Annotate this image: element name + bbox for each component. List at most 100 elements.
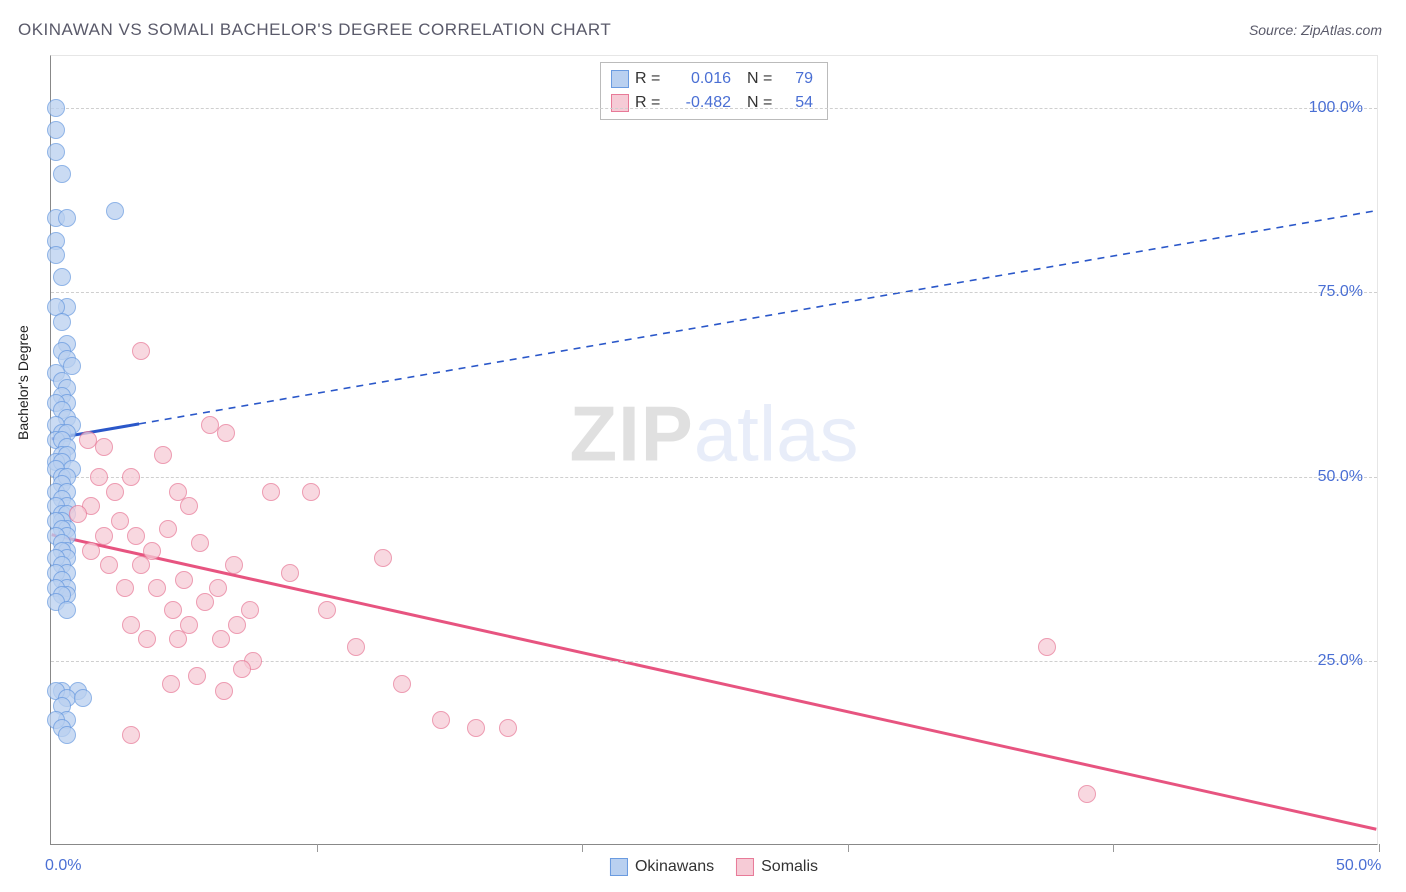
scatter-point: [95, 438, 113, 456]
x-tick: [1113, 844, 1114, 852]
legend-series: Okinawans Somalis: [610, 858, 818, 876]
scatter-point: [122, 468, 140, 486]
scatter-point: [215, 682, 233, 700]
regression-dashed: [139, 211, 1376, 424]
scatter-point: [188, 667, 206, 685]
scatter-point: [148, 579, 166, 597]
scatter-point: [47, 246, 65, 264]
scatter-point: [82, 542, 100, 560]
legend-r-value: -0.482: [671, 94, 731, 112]
scatter-point: [162, 675, 180, 693]
scatter-point: [53, 268, 71, 286]
scatter-point: [122, 726, 140, 744]
scatter-point: [116, 579, 134, 597]
legend-n-label: N =: [747, 70, 777, 88]
scatter-point: [58, 601, 76, 619]
scatter-point: [127, 527, 145, 545]
source-credit: Source: ZipAtlas.com: [1249, 22, 1382, 38]
gridline: [51, 477, 1377, 478]
scatter-point: [1078, 785, 1096, 803]
scatter-point: [164, 601, 182, 619]
scatter-point: [106, 202, 124, 220]
scatter-point: [53, 313, 71, 331]
scatter-point: [1038, 638, 1056, 656]
scatter-point: [122, 616, 140, 634]
y-axis-label: Bachelor's Degree: [15, 325, 31, 440]
scatter-point: [191, 534, 209, 552]
legend-swatch: [736, 858, 754, 876]
scatter-point: [212, 630, 230, 648]
scatter-point: [302, 483, 320, 501]
scatter-point: [217, 424, 235, 442]
scatter-point: [47, 143, 65, 161]
scatter-point: [262, 483, 280, 501]
legend-n-label: N =: [747, 94, 777, 112]
scatter-point: [95, 527, 113, 545]
scatter-point: [47, 121, 65, 139]
regression-lines: [51, 56, 1377, 844]
scatter-point: [241, 601, 259, 619]
scatter-point: [318, 601, 336, 619]
scatter-point: [111, 512, 129, 530]
watermark: ZIPatlas: [569, 389, 858, 480]
scatter-point: [180, 497, 198, 515]
legend-correlation: R =0.016N =79R =-0.482N =54: [600, 62, 828, 120]
scatter-point: [281, 564, 299, 582]
scatter-point: [228, 616, 246, 634]
scatter-point: [58, 726, 76, 744]
scatter-point: [159, 520, 177, 538]
scatter-point: [393, 675, 411, 693]
legend-r-label: R =: [635, 70, 665, 88]
y-tick-label: 75.0%: [1318, 283, 1363, 301]
scatter-point: [374, 549, 392, 567]
scatter-point: [47, 99, 65, 117]
legend-item: Okinawans: [610, 858, 714, 876]
scatter-point: [209, 579, 227, 597]
x-tick: [1379, 844, 1380, 852]
legend-row: R =0.016N =79: [611, 67, 813, 91]
legend-label: Okinawans: [635, 858, 714, 876]
scatter-point: [225, 556, 243, 574]
legend-n-value: 54: [783, 94, 813, 112]
scatter-point: [100, 556, 118, 574]
scatter-point: [499, 719, 517, 737]
legend-item: Somalis: [736, 858, 818, 876]
scatter-point: [233, 660, 251, 678]
legend-swatch: [610, 858, 628, 876]
scatter-point: [196, 593, 214, 611]
legend-r-value: 0.016: [671, 70, 731, 88]
scatter-point: [347, 638, 365, 656]
x-tick: [848, 844, 849, 852]
legend-row: R = -0.482 N = 54: [611, 91, 813, 115]
scatter-point: [154, 446, 172, 464]
watermark-part2: atlas: [694, 390, 859, 478]
x-tick-label: 50.0%: [1336, 857, 1381, 875]
scatter-point: [58, 209, 76, 227]
legend-swatch: [611, 70, 629, 88]
legend-r-label: R =: [635, 94, 665, 112]
gridline: [51, 292, 1377, 293]
gridline: [51, 108, 1377, 109]
y-tick-label: 50.0%: [1318, 468, 1363, 486]
scatter-point: [175, 571, 193, 589]
y-tick-label: 25.0%: [1318, 652, 1363, 670]
x-tick: [317, 844, 318, 852]
scatter-point: [132, 342, 150, 360]
scatter-point: [169, 630, 187, 648]
x-tick-label: 0.0%: [45, 857, 81, 875]
scatter-point: [138, 630, 156, 648]
scatter-point: [132, 556, 150, 574]
watermark-part1: ZIP: [569, 390, 693, 478]
scatter-point: [79, 431, 97, 449]
chart-title: OKINAWAN VS SOMALI BACHELOR'S DEGREE COR…: [18, 20, 611, 40]
source-label: Source:: [1249, 22, 1301, 38]
x-tick: [582, 844, 583, 852]
regression-solid: [52, 535, 1377, 830]
scatter-point: [90, 468, 108, 486]
source-value: ZipAtlas.com: [1301, 22, 1382, 38]
scatter-point: [467, 719, 485, 737]
legend-label: Somalis: [761, 858, 818, 876]
scatter-point: [74, 689, 92, 707]
y-tick-label: 100.0%: [1309, 99, 1363, 117]
scatter-point: [432, 711, 450, 729]
